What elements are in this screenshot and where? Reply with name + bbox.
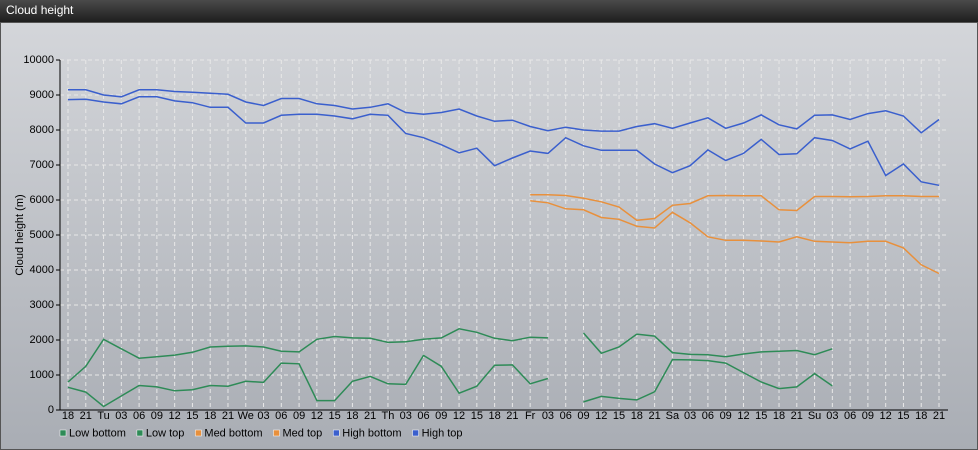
x-tick-label: 12	[880, 410, 892, 422]
series-line	[582, 332, 833, 358]
y-tick-label: 3000	[30, 299, 54, 311]
x-tick-label: 18	[915, 410, 927, 422]
y-tick-label: 4000	[30, 264, 54, 276]
x-tick-label: 03	[115, 410, 127, 422]
x-tick-label: 18	[488, 410, 500, 422]
x-tick-label: 21	[791, 410, 803, 422]
x-tick-label: 18	[62, 410, 74, 422]
legend-swatch	[136, 429, 144, 437]
x-tick-label: 09	[862, 410, 874, 422]
y-tick-label: 0	[48, 404, 54, 416]
legend-label: Med bottom	[204, 427, 262, 439]
legend-label: Low top	[146, 427, 185, 439]
y-tick-label: 5000	[30, 229, 54, 241]
x-tick-label: 06	[133, 410, 145, 422]
x-tick-label: 09	[577, 410, 589, 422]
x-tick-label: 18	[631, 410, 643, 422]
x-tick-label: 06	[702, 410, 714, 422]
series-line	[68, 89, 940, 134]
x-tick-label: 21	[364, 410, 376, 422]
y-tick-label: 6000	[30, 194, 54, 206]
x-tick-label: Su	[808, 410, 821, 422]
x-tick-label: 03	[826, 410, 838, 422]
x-tick-label: 12	[169, 410, 181, 422]
legend-swatch	[412, 429, 419, 437]
x-tick-label: Fr	[525, 410, 536, 422]
x-tick-label: 18	[773, 410, 785, 422]
x-tick-label: 06	[844, 410, 856, 422]
x-tick-label: 06	[417, 410, 429, 422]
legend-swatch	[59, 429, 67, 437]
x-tick-label: 18	[204, 410, 216, 422]
x-tick-label: 18	[346, 410, 358, 422]
legend-label: Low bottom	[69, 427, 126, 439]
x-tick-label: 21	[506, 410, 518, 422]
x-tick-label: 03	[257, 410, 269, 422]
x-tick-label: 15	[186, 410, 198, 422]
title-bar	[0, 0, 978, 22]
x-tick-label: 15	[755, 410, 767, 422]
x-tick-label: 21	[80, 410, 92, 422]
chart-title: Cloud height	[6, 3, 74, 17]
x-tick-label: Tu	[97, 410, 109, 422]
x-tick-label: 12	[311, 410, 323, 422]
x-tick-label: 21	[222, 410, 234, 422]
legend-swatch	[273, 429, 280, 437]
legend-label: Med top	[283, 427, 323, 439]
legend-label: High bottom	[342, 427, 401, 439]
y-tick-label: 10000	[23, 54, 54, 66]
series-line	[530, 199, 940, 275]
x-tick-label: 12	[595, 410, 607, 422]
x-tick-label: 15	[329, 410, 341, 422]
x-tick-label: 09	[151, 410, 163, 422]
x-tick-label: 15	[613, 410, 625, 422]
x-tick-label: 12	[737, 410, 749, 422]
y-tick-label: 2000	[30, 334, 54, 346]
y-tick-label: 7000	[30, 159, 54, 171]
x-tick-label: 06	[275, 410, 287, 422]
x-tick-label: 15	[471, 410, 483, 422]
y-tick-label: 1000	[30, 369, 54, 381]
y-tick-label: 9000	[30, 89, 54, 101]
x-tick-label: 21	[648, 410, 660, 422]
legend-swatch	[333, 429, 340, 437]
x-tick-label: 21	[933, 410, 945, 422]
x-tick-label: 12	[453, 410, 465, 422]
x-tick-label: 15	[897, 410, 909, 422]
x-tick-label: 03	[400, 410, 412, 422]
x-tick-label: Sa	[666, 410, 680, 422]
y-axis-label: Cloud height (m)	[14, 194, 26, 275]
x-tick-label: We	[238, 410, 254, 422]
x-tick-label: 09	[720, 410, 732, 422]
x-tick-label: 03	[542, 410, 554, 422]
x-tick-label: 09	[435, 410, 447, 422]
y-tick-label: 8000	[30, 124, 54, 136]
series-line	[67, 328, 548, 383]
x-tick-label: 03	[684, 410, 696, 422]
x-tick-label: 06	[560, 410, 572, 422]
series-line	[67, 354, 549, 408]
x-tick-label: Th	[382, 410, 395, 422]
legend-swatch	[195, 429, 202, 437]
legend-label: High top	[422, 427, 463, 439]
x-tick-label: 09	[293, 410, 305, 422]
series-line	[67, 96, 940, 187]
series-line	[583, 358, 833, 403]
series-line	[530, 194, 939, 222]
